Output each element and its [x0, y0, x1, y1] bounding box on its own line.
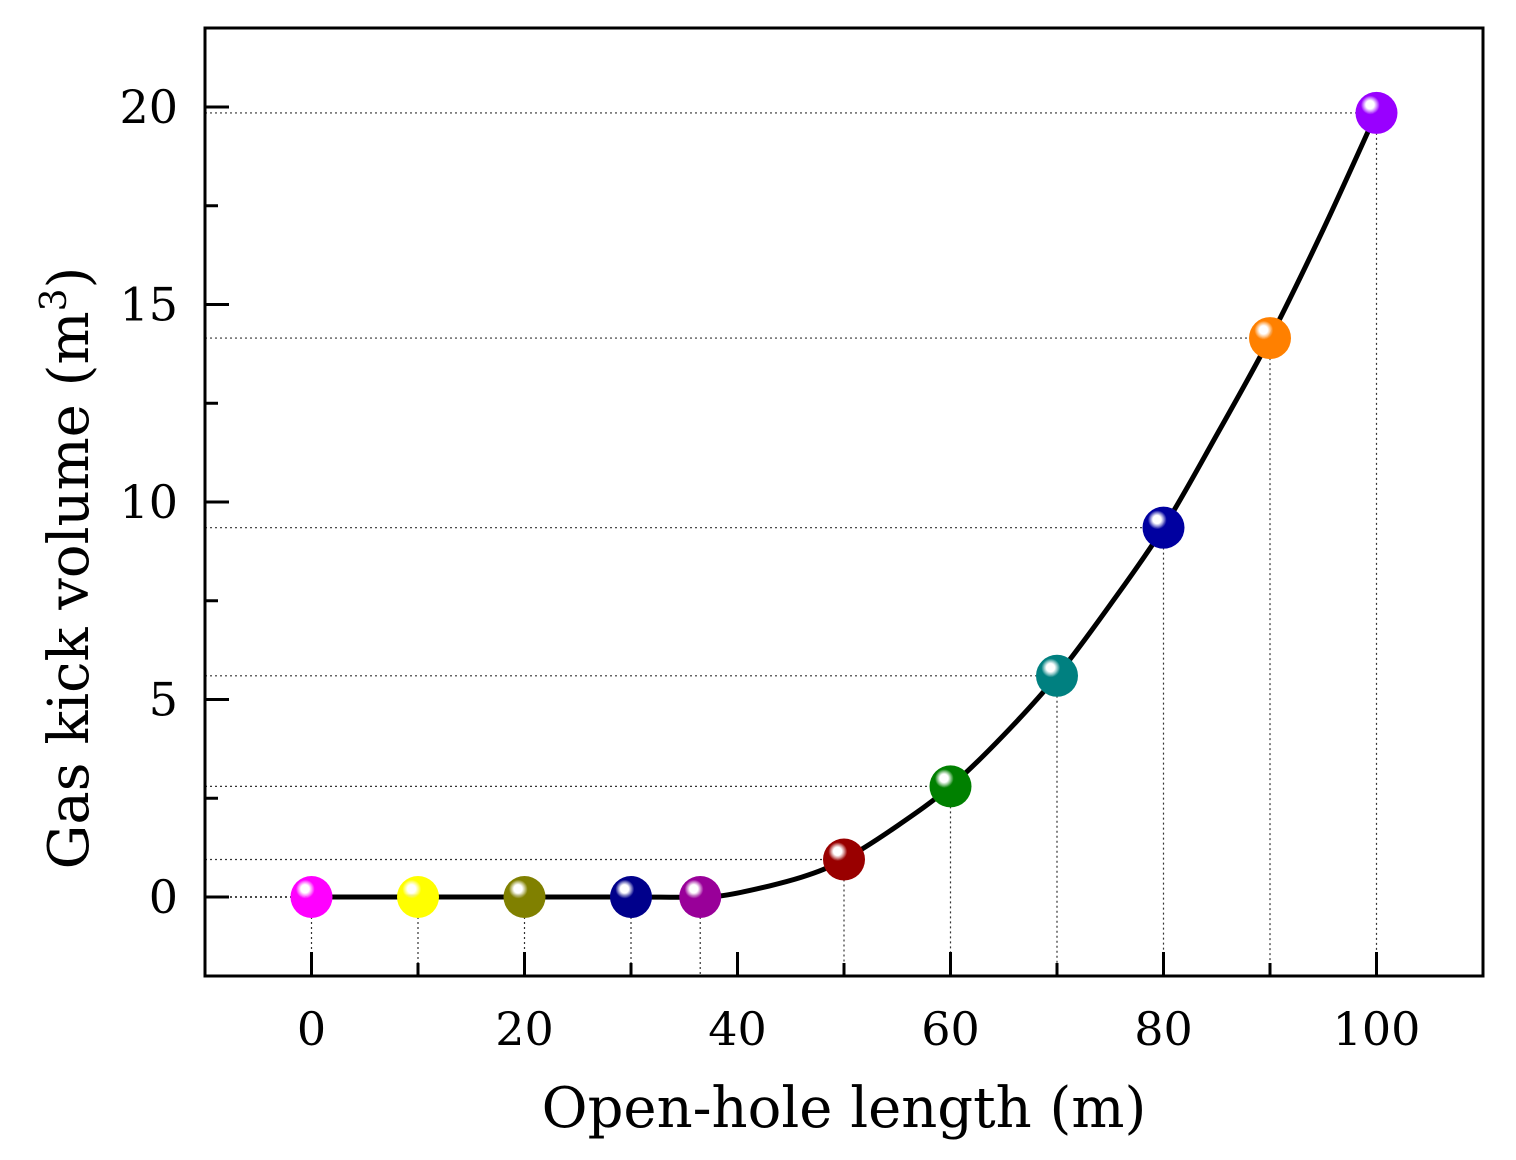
x-tick-labels: 0 20 40 60 80 100: [297, 1002, 1421, 1056]
y-tick-label: 10: [119, 475, 178, 529]
x-axis-title: Open-hole length (m): [542, 1076, 1147, 1141]
y-tick-labels: 0 5 10 15 20: [119, 80, 178, 924]
data-point: [610, 876, 652, 918]
axis-ticks: [205, 105, 1378, 976]
y-axis-title-superscript: 3: [34, 289, 75, 312]
y-axis-title: Gas kick volume (m3): [34, 267, 102, 870]
y-tick-label: 0: [149, 870, 178, 924]
y-axis-title-close: ): [37, 267, 102, 289]
data-point: [1036, 654, 1078, 697]
y-axis-title-text: Gas kick volume (m: [37, 311, 102, 869]
fit-curve: [311, 111, 1379, 900]
x-tick-label: 100: [1333, 1002, 1421, 1056]
plot-frame: [203, 26, 1485, 978]
y-tick-label: 15: [119, 278, 178, 332]
guide-lines: [205, 112, 1378, 976]
x-tick-label: 40: [708, 1002, 767, 1056]
x-tick-label: 80: [1134, 1002, 1193, 1056]
data-point: [1142, 506, 1185, 549]
data-point: [397, 876, 439, 918]
data-point: [503, 876, 546, 918]
data-point: [1249, 317, 1291, 360]
fit-curve-layer: [311, 111, 1379, 900]
x-tick-label: 60: [921, 1002, 980, 1056]
y-tick-label: 5: [149, 673, 178, 727]
x-tick-label: 0: [297, 1002, 326, 1056]
data-point: [929, 765, 972, 808]
data-point: [679, 876, 722, 918]
data-point: [823, 838, 865, 881]
data-point: [290, 876, 333, 918]
x-tick-label: 20: [495, 1002, 554, 1056]
data-points: [290, 91, 1398, 918]
data-point: [1355, 91, 1398, 134]
y-tick-label: 20: [119, 80, 178, 134]
